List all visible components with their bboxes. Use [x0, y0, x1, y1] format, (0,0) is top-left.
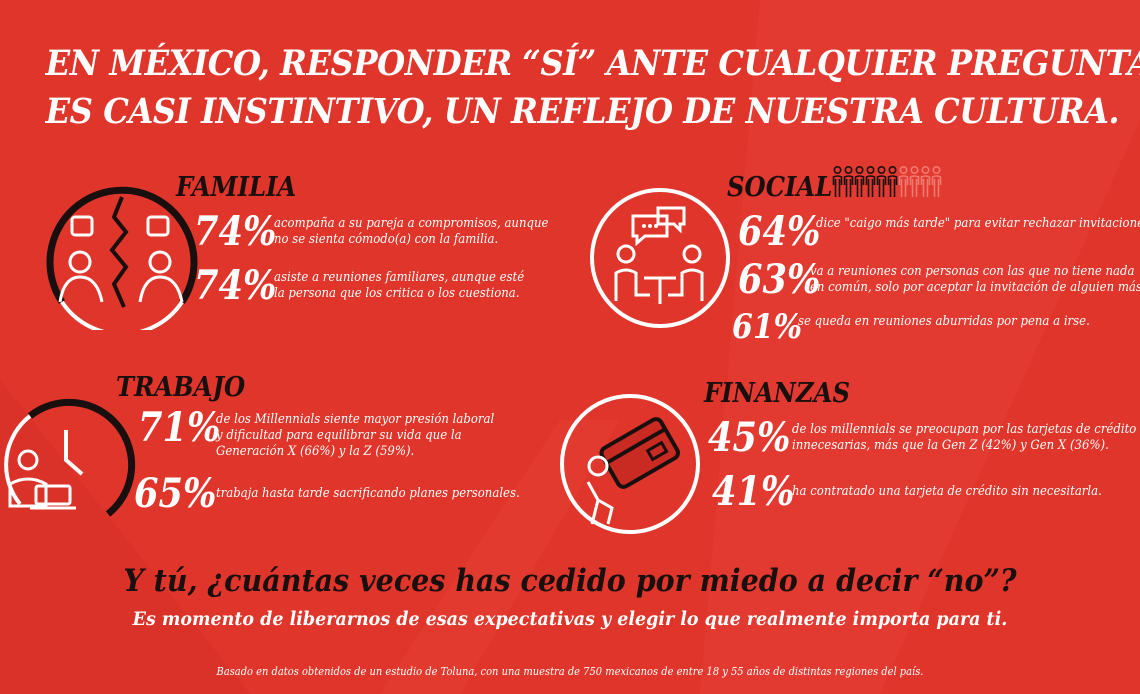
desc-line: de los millennials se preocupan por las …	[792, 422, 1137, 437]
closing-question: Y tú, ¿cuántas veces has cedido por mied…	[123, 563, 1017, 599]
percentage: 61%	[732, 307, 803, 347]
stat-description: acompaña a su pareja a compromisos, aunq…	[274, 216, 548, 248]
social-title: SOCIAL	[727, 172, 833, 203]
headline: EN MÉXICO, RESPONDER “SÍ” ANTE CUALQUIER…	[45, 40, 1140, 136]
desc-line: dice "caigo más tarde" para evitar recha…	[816, 216, 1140, 231]
credit-card-burden-icon	[558, 392, 703, 541]
desc-line: en común, solo por aceptar la invitación…	[810, 280, 1140, 295]
desc-line: de los Millennials siente mayor presión …	[216, 412, 495, 427]
headline-line-2: ES CASI INSTINTIVO, UN REFLEJO DE NUESTR…	[45, 91, 1120, 132]
people-pictogram	[832, 165, 942, 199]
person-icon	[876, 165, 887, 199]
source-footnote: Basado en datos obtenidos de un estudio …	[216, 665, 924, 678]
familia-title: FAMILIA	[176, 172, 297, 203]
desc-line: acompaña a su pareja a compromisos, aunq…	[274, 216, 549, 231]
person-icon	[887, 165, 898, 199]
trabajo-title: TRABAJO	[116, 372, 246, 403]
percentage: 63%	[738, 256, 821, 303]
stat-description: dice "caigo más tarde" para evitar recha…	[816, 216, 1140, 232]
stat-description: va a reuniones con personas con las que …	[810, 264, 1140, 296]
social-stat-3: 61% se queda en reuniones aburridas por …	[732, 310, 1122, 344]
percentage: 64%	[738, 208, 821, 255]
person-icon	[909, 165, 920, 199]
social-stat-1: 64% dice "caigo más tarde" para evitar r…	[738, 212, 1140, 252]
social-meeting-icon	[588, 186, 733, 335]
stat-description: ha contratado una tarjeta de crédito sin…	[792, 484, 1102, 500]
trabajo-stat-1: 71% de los Millennials siente mayor pres…	[138, 408, 525, 460]
desc-line: asiste a reuniones familiares, aunque es…	[274, 270, 525, 285]
headline-line-1: EN MÉXICO, RESPONDER “SÍ” ANTE CUALQUIER…	[45, 43, 1140, 84]
percentage: 45%	[708, 414, 791, 461]
person-icon	[920, 165, 931, 199]
person-icon	[843, 165, 854, 199]
finanzas-stat-1: 45% de los millennials se preocupan por …	[708, 418, 1140, 458]
percentage: 74%	[194, 208, 277, 255]
desc-line: ha contratado una tarjeta de crédito sin…	[792, 484, 1102, 499]
person-icon	[865, 165, 876, 199]
percentage: 71%	[138, 404, 221, 451]
person-icon	[854, 165, 865, 199]
percentage: 65%	[134, 470, 217, 517]
person-icon	[898, 165, 909, 199]
desc-line: va a reuniones con personas con las que …	[810, 264, 1135, 279]
familia-stat-2: 74% asiste a reuniones familiares, aunqu…	[194, 266, 552, 306]
stat-description: de los millennials se preocupan por las …	[792, 422, 1136, 454]
desc-line: la persona que los critica o los cuestio…	[274, 286, 520, 301]
stat-description: de los Millennials siente mayor presión …	[216, 412, 494, 460]
stat-description: asiste a reuniones familiares, aunque es…	[274, 270, 524, 302]
finanzas-title: FINANZAS	[704, 378, 851, 409]
desc-line: se queda en reuniones aburridas por pena…	[798, 314, 1090, 329]
stat-description: trabaja hasta tarde sacrificando planes …	[216, 486, 520, 502]
person-icon	[931, 165, 942, 199]
desc-line: innecesarias, más que la Gen Z (42%) y G…	[792, 438, 1109, 453]
trabajo-stat-2: 65% trabaja hasta tarde sacrificando pla…	[134, 474, 553, 514]
finanzas-stat-2: 41% ha contratado una tarjeta de crédito…	[712, 472, 1136, 512]
percentage: 74%	[194, 262, 277, 309]
percentage: 41%	[712, 468, 795, 515]
family-conflict-icon	[42, 172, 200, 337]
person-icon	[832, 165, 843, 199]
desc-line: trabaja hasta tarde sacrificando planes …	[216, 486, 520, 501]
familia-stat-1: 74% acompaña a su pareja a compromisos, …	[194, 212, 579, 252]
social-stat-2: 63% va a reuniones con personas con las …	[738, 260, 1140, 300]
work-clock-icon	[0, 396, 140, 540]
stat-description: se queda en reuniones aburridas por pena…	[798, 314, 1090, 330]
desc-line: Generación X (66%) y la Z (59%).	[216, 444, 415, 459]
closing-subline: Es momento de liberarnos de esas expecta…	[132, 608, 1008, 630]
desc-line: no se sienta cómodo(a) con la familia.	[274, 232, 499, 247]
desc-line: y dificultad para equilibrar su vida que…	[216, 428, 462, 443]
